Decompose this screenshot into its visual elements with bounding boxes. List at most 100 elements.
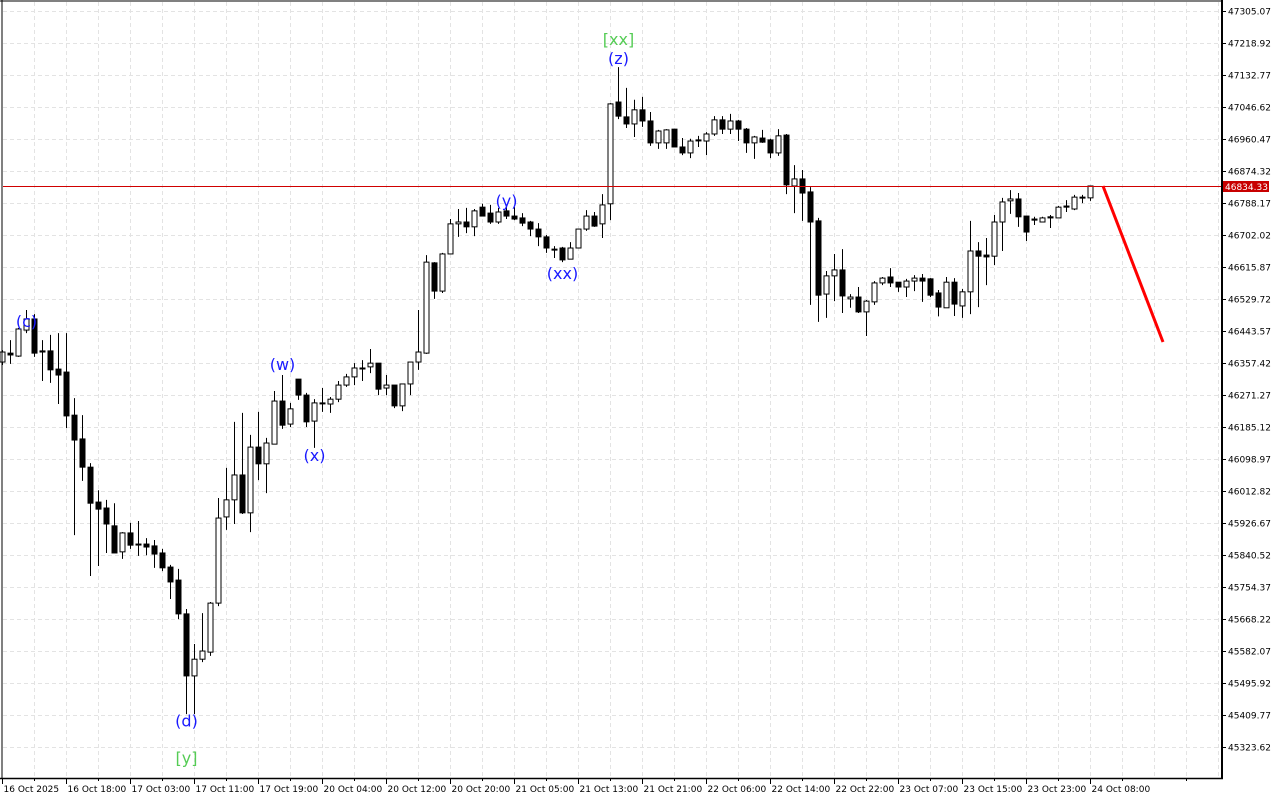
candle-body-bear	[559, 247, 566, 261]
candle-body-bear	[639, 109, 646, 122]
candle-body-bear	[255, 446, 262, 465]
time-tick-label: 22 Oct 22:00	[836, 785, 895, 795]
candle	[463, 207, 470, 234]
candle	[527, 220, 534, 237]
price-tick-label: 46271.27	[1228, 392, 1271, 402]
candle	[31, 314, 38, 357]
candle	[791, 165, 798, 214]
wave-labels: (c) (d) [y] (w) (x) (y) (xx) [xx](z)	[16, 30, 634, 768]
price-tick-label: 45495.92	[1228, 680, 1271, 690]
candle	[1031, 216, 1038, 225]
candle	[903, 278, 910, 298]
candle	[519, 213, 526, 227]
candle	[1087, 185, 1094, 201]
candle-body-bull	[967, 250, 974, 293]
candle	[87, 463, 94, 576]
candle	[767, 138, 774, 159]
candle	[583, 210, 590, 231]
candle-body-bull	[343, 376, 350, 386]
candle	[711, 116, 718, 136]
candle-body-bull	[1039, 217, 1046, 223]
candle-body-bear	[551, 248, 558, 251]
candle	[391, 384, 398, 409]
candle	[775, 129, 782, 156]
candle-body-bull	[607, 103, 614, 205]
candle-body-bear	[303, 394, 310, 423]
candle	[103, 499, 110, 553]
candle	[71, 398, 78, 536]
candle-body-bear	[79, 438, 86, 468]
candle-body-bear	[855, 296, 862, 313]
candle	[639, 96, 646, 127]
candle	[447, 219, 454, 255]
candle-body-bull	[751, 136, 758, 144]
price-tick-label: 47132.77	[1228, 72, 1271, 82]
candle	[23, 310, 30, 334]
price-tick-label: 45926.67	[1228, 520, 1271, 530]
candle-body-bear	[671, 128, 678, 148]
candle	[7, 340, 14, 364]
price-tick-label: 46960.47	[1228, 136, 1271, 146]
time-tick-label: 20 Oct 04:00	[324, 785, 383, 795]
candle-body-bull	[991, 221, 998, 257]
candle	[431, 262, 438, 299]
price-tick-label: 46615.87	[1228, 264, 1271, 274]
candle	[975, 242, 982, 308]
candle-body-bear	[759, 137, 766, 143]
candle-body-bear	[487, 212, 494, 223]
wave-label: [xx]	[603, 30, 634, 49]
candle	[535, 223, 542, 247]
price-tick-label: 46529.72	[1228, 296, 1271, 306]
candle	[591, 211, 598, 227]
candle	[335, 380, 342, 403]
candle-body-bull	[447, 223, 454, 255]
candle	[359, 360, 366, 381]
candle-body-bear	[175, 579, 182, 615]
candle-body-bull	[351, 367, 358, 378]
candle-body-bull	[727, 120, 734, 130]
candle-body-bull	[271, 400, 278, 445]
candle-body-bull	[903, 280, 910, 288]
price-tick-label: 46098.97	[1228, 456, 1271, 466]
candle	[183, 609, 190, 715]
candle-body-bear	[767, 139, 774, 154]
candle	[383, 375, 390, 396]
candle	[839, 249, 846, 314]
candle	[727, 113, 734, 134]
price-tick-label: 46788.17	[1228, 200, 1271, 210]
price-axis[interactable]: 47305.07 47218.92 47132.77 47046.62 46960.47…	[1222, 8, 1271, 754]
candle	[671, 128, 678, 148]
candle	[319, 388, 326, 412]
candle-body-bear	[167, 566, 174, 583]
candle-body-bull	[631, 109, 638, 125]
candle	[407, 361, 414, 396]
time-axis[interactable]: 16 Oct 2025 16 Oct 18:00 17 Oct 03:00 17 Oc…	[2, 778, 1187, 795]
candle	[223, 467, 230, 530]
candle	[951, 278, 958, 316]
candle	[647, 112, 654, 146]
wave-label: (xx)	[547, 264, 578, 283]
candle	[1055, 206, 1062, 219]
candle	[111, 503, 118, 554]
candle-body-bull	[847, 296, 854, 300]
candle	[95, 490, 102, 566]
candle	[695, 135, 702, 147]
candle-body-bull	[943, 281, 950, 309]
candle	[503, 204, 510, 220]
candle	[887, 268, 894, 288]
wave-label: (y)	[496, 191, 518, 210]
candle	[959, 288, 966, 318]
candle	[287, 402, 294, 428]
candle-body-bull	[655, 130, 662, 144]
candle-body-bull	[823, 275, 830, 295]
candle-body-bear	[935, 292, 942, 308]
candle-body-bull	[223, 499, 230, 518]
candle-body-bull	[247, 446, 254, 514]
candle-body-bull	[231, 474, 238, 501]
candle	[807, 187, 814, 305]
candle	[879, 276, 886, 286]
candle-body-bull	[863, 300, 870, 313]
candle	[367, 349, 374, 374]
candle	[375, 362, 382, 396]
